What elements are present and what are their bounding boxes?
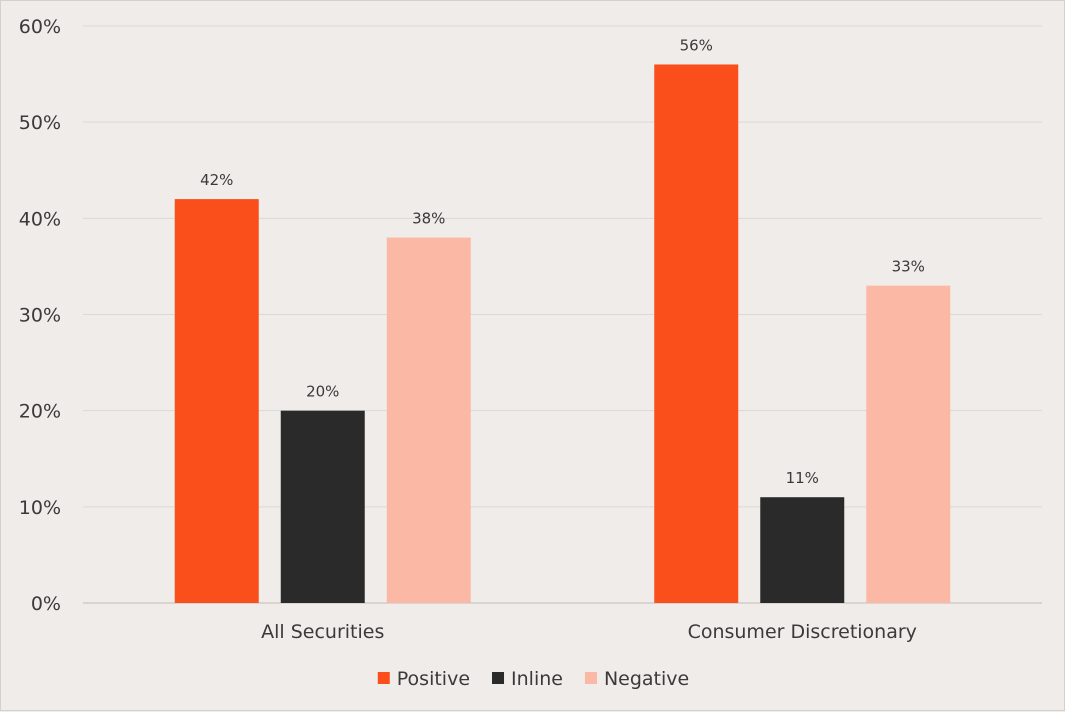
y-tick-label: 0% <box>31 593 61 615</box>
legend-swatch-negative <box>584 672 597 684</box>
data-labels: 42% 20% 38% 56% 11% 33% <box>200 36 925 487</box>
bar-positive-2 <box>654 64 739 603</box>
legend: Positive Inline Negative <box>377 668 689 690</box>
legend-label-inline: Inline <box>511 668 563 690</box>
data-label: 33% <box>892 258 925 276</box>
bar-negative-1 <box>386 237 471 604</box>
category-label: Consumer Discretionary <box>688 621 917 643</box>
legend-label-negative: Negative <box>604 668 689 690</box>
y-tick-label: 20% <box>19 401 61 423</box>
bar-inline-2 <box>760 497 845 603</box>
y-tick-label: 40% <box>19 208 61 230</box>
y-tick-label: 50% <box>19 112 61 134</box>
y-tick-label: 10% <box>19 497 61 519</box>
bar-negative-2 <box>866 285 951 603</box>
bar-inline-1 <box>280 410 365 603</box>
bars <box>174 64 951 604</box>
data-label: 42% <box>200 171 233 189</box>
data-label: 11% <box>786 469 819 487</box>
data-label: 38% <box>412 210 445 228</box>
y-tick-label: 30% <box>19 305 61 327</box>
data-label: 56% <box>680 36 713 54</box>
data-label: 20% <box>306 383 339 401</box>
category-label: All Securities <box>261 621 384 643</box>
legend-swatch-inline <box>492 672 505 684</box>
legend-label-positive: Positive <box>397 668 470 690</box>
x-axis: All Securities Consumer Discretionary <box>261 621 917 643</box>
y-axis: 0% 10% 20% 30% 40% 50% 60% <box>19 16 61 615</box>
y-tick-label: 60% <box>19 16 61 38</box>
bar-positive-1 <box>174 199 259 603</box>
legend-swatch-positive <box>377 672 390 684</box>
